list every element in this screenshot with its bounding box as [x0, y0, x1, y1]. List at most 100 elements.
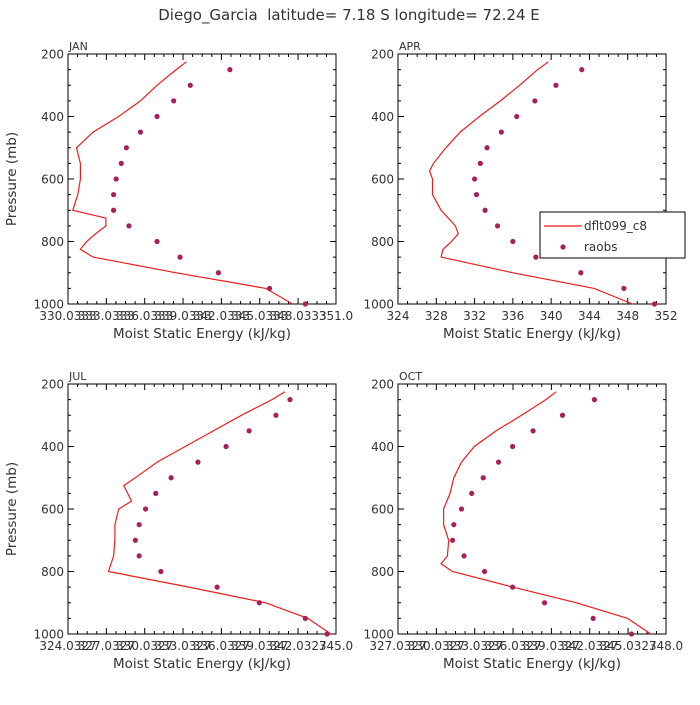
y-tick-label-apr: 600 — [371, 173, 394, 187]
series-obs-point-jul — [302, 615, 308, 621]
series-obs-point-apr — [471, 176, 478, 182]
series-obs-point-apr — [514, 113, 520, 120]
series-obs-point-jan — [137, 129, 144, 135]
series-obs-point-oct — [480, 475, 486, 481]
month-label-jan: JAN — [68, 40, 88, 53]
x-tick-label-apr: 332 — [463, 309, 486, 323]
series-obs-point-jul — [132, 537, 138, 543]
figure-title: Diego_Garcia latitude= 7.18 S longitude=… — [158, 6, 539, 25]
series-obs-point-apr — [494, 223, 501, 229]
y-tick-label-jul: 400 — [41, 440, 64, 454]
series-obs-point-apr — [621, 285, 627, 291]
y-tick-label-oct: 400 — [371, 440, 394, 454]
series-obs-point-apr — [484, 145, 490, 151]
x-tick-label-jul: 336.0327 — [193, 639, 250, 653]
x-axis-label-jul: Moist Static Energy (kJ/kg) — [113, 656, 291, 672]
series-obs-point-jul — [136, 522, 142, 528]
series-obs-point-apr — [651, 301, 658, 307]
x-tick-label-apr: 344 — [578, 309, 601, 323]
x-axis-label-apr: Moist Static Energy (kJ/kg) — [443, 326, 621, 342]
x-tick-label-oct: 333.0327 — [446, 639, 503, 653]
y-tick-label-oct: 200 — [371, 378, 394, 392]
y-tick-label-apr: 400 — [371, 110, 394, 124]
series-model-line-oct — [440, 391, 652, 635]
y-tick-label-oct: 1000 — [363, 628, 394, 642]
series-obs-point-jul — [287, 397, 293, 403]
series-obs-point-jan — [123, 145, 129, 151]
series-obs-point-jan — [110, 192, 117, 198]
series-obs-point-jul — [142, 506, 149, 512]
x-tick-label-apr: 352 — [655, 309, 678, 323]
series-obs-point-jan — [154, 238, 160, 245]
series-obs-point-oct — [481, 568, 488, 575]
x-axis-label-jan: Moist Static Energy (kJ/kg) — [113, 326, 291, 342]
x-tick-label-jul: 327.0327 — [78, 639, 135, 653]
month-label-jul: JUL — [68, 370, 87, 383]
y-tick-label-jan: 400 — [41, 110, 64, 124]
x-tick-label-jul: 333.0327 — [154, 639, 211, 653]
series-obs-point-jan — [266, 285, 273, 291]
y-tick-label-oct: 800 — [371, 565, 394, 579]
y-tick-label-jan: 800 — [41, 235, 64, 249]
x-tick-label-jan: 333.0333 — [78, 309, 135, 323]
y-tick-label-oct: 600 — [371, 503, 394, 517]
series-obs-point-jul — [136, 553, 142, 559]
series-obs-point-apr — [510, 238, 516, 245]
y-tick-label-apr: 800 — [371, 235, 394, 249]
x-tick-label-oct: 342.0327 — [561, 639, 618, 653]
y-axis-label-jul: Pressure (mb) — [4, 462, 20, 556]
x-tick-label-jul: 324.0327 — [39, 639, 96, 653]
series-obs-point-jan — [227, 67, 233, 73]
plot-frame-jul — [67, 383, 337, 635]
series-obs-point-oct — [628, 631, 635, 637]
y-tick-label-jul: 600 — [41, 503, 64, 517]
x-tick-label-apr: 328 — [425, 309, 448, 323]
series-obs-point-oct — [591, 397, 598, 403]
x-tick-label-apr: 348 — [616, 309, 639, 323]
x-tick-label-jul: 330.0327 — [116, 639, 173, 653]
series-obs-point-oct — [451, 522, 457, 528]
series-obs-point-jan — [154, 113, 160, 120]
x-tick-label-jan: 336.0333 — [116, 309, 173, 323]
series-obs-point-oct — [559, 412, 566, 418]
series-obs-point-jan — [126, 223, 132, 229]
y-tick-label-apr: 200 — [371, 48, 394, 62]
plot-frame-apr — [397, 53, 667, 305]
x-tick-label-apr: 340 — [540, 309, 563, 323]
series-obs-point-jan — [215, 270, 222, 276]
panel-apr: APR 324 328 332 336 340 344 348 352 200 400 600 800 1… — [363, 40, 686, 342]
y-tick-label-jul: 800 — [41, 565, 64, 579]
x-tick-label-jan: 351.0 — [319, 309, 353, 323]
y-tick-label-jan: 600 — [41, 173, 64, 187]
x-tick-label-jan: 342.0333 — [193, 309, 250, 323]
month-label-oct: OCT — [399, 370, 422, 383]
x-tick-label-jan: 339.0333 — [154, 309, 211, 323]
legend-obs-label: raobs — [584, 240, 618, 254]
series-obs-point-jan — [110, 207, 117, 213]
series-obs-point-jan — [187, 82, 193, 88]
series-obs-point-oct — [530, 428, 536, 434]
series-obs-point-oct — [469, 490, 475, 496]
legend-model-label: dflt099_c8 — [584, 219, 647, 233]
series-obs-point-jan — [171, 98, 177, 104]
x-tick-label-jul: 339.0327 — [231, 639, 288, 653]
series-obs-point-oct — [510, 443, 516, 450]
series-obs-point-apr — [579, 67, 585, 73]
x-tick-label-jan: 348.0333 — [269, 309, 326, 323]
y-tick-label-apr: 1000 — [363, 298, 394, 312]
series-model-line-jan — [71, 61, 293, 305]
legend-box — [539, 211, 686, 259]
series-obs-point-jul — [195, 459, 201, 465]
series-obs-point-jul — [223, 443, 229, 450]
x-tick-label-oct: 339.0327 — [523, 639, 580, 653]
series-obs-point-oct — [541, 600, 548, 606]
x-tick-label-apr: 324 — [387, 309, 410, 323]
month-label-apr: APR — [399, 40, 421, 53]
plot-frame-jan — [67, 53, 337, 305]
series-obs-point-jul — [324, 631, 330, 637]
series-obs-point-oct — [449, 537, 456, 543]
series-obs-point-jul — [168, 475, 174, 481]
series-obs-point-apr — [498, 129, 504, 135]
